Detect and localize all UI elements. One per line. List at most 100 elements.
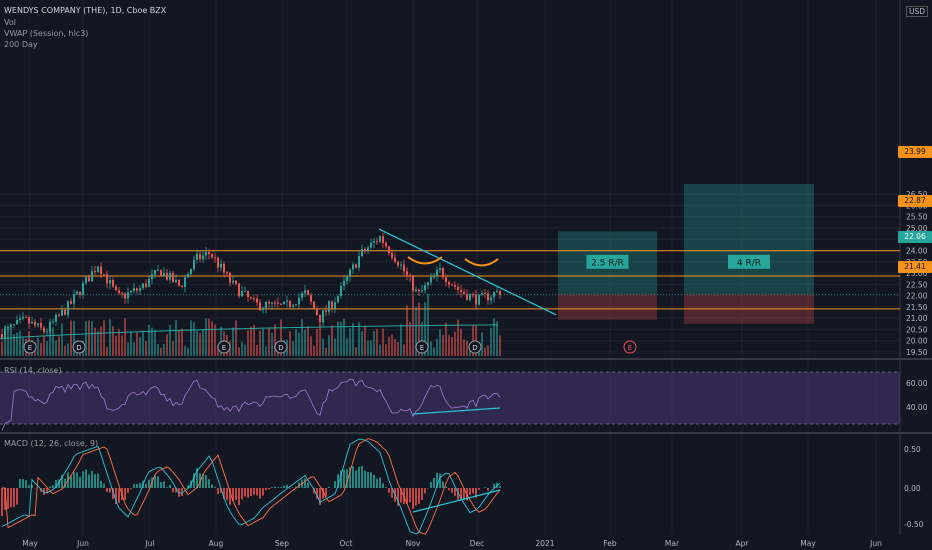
event-marker-label: D [76, 344, 81, 352]
candle-body [427, 282, 429, 286]
candle-body [250, 297, 252, 299]
candle-body [199, 253, 201, 260]
macd-histogram-bar [280, 487, 282, 488]
candle-body [145, 283, 147, 287]
macd-histogram-bar [316, 488, 318, 499]
macd-histogram-bar [97, 473, 99, 488]
candle-body [442, 268, 444, 278]
candle-body [394, 257, 396, 262]
macd-legend[interactable]: MACD (12, 26, close, 9) [4, 439, 99, 448]
candle-body [88, 277, 90, 282]
time-tick: Aug [209, 539, 224, 548]
volume-bar [55, 340, 57, 356]
candle-body [316, 308, 318, 315]
vwap-legend[interactable]: VWAP (Session, hlc3) [4, 29, 89, 38]
volume-bar [406, 305, 408, 356]
candle-body [124, 293, 126, 299]
candle-body [496, 291, 498, 293]
macd-histogram-bar [307, 482, 309, 488]
macd-histogram-bar [223, 488, 225, 500]
macd-histogram-bar [340, 470, 342, 488]
macd-histogram-bar [82, 471, 84, 488]
candle-body [217, 257, 219, 268]
price-tick: 26.50 [906, 190, 928, 199]
candle-body [139, 288, 141, 291]
time-tick: Nov [406, 539, 421, 548]
macd-histogram-bar [13, 488, 15, 508]
macd-histogram-bar [46, 488, 48, 494]
macd-histogram-bar [64, 478, 66, 488]
macd-histogram-bar [289, 488, 291, 489]
macd-histogram-bar [400, 488, 402, 503]
volume-bar [91, 320, 93, 356]
macd-histogram-bar [370, 472, 372, 488]
symbol-title[interactable]: WENDYS COMPANY (THE), 1D, Cboe BZX [4, 6, 167, 15]
candle-body [25, 316, 27, 318]
volume-legend[interactable]: Vol [4, 18, 16, 27]
candle-body [175, 279, 177, 283]
macd-histogram-bar [349, 467, 351, 488]
candle-body [160, 270, 162, 277]
currency-badge[interactable]: USD [905, 6, 928, 17]
macd-histogram-bar [136, 483, 138, 488]
candle-body [484, 293, 486, 295]
volume-bar [37, 337, 39, 356]
trend-drawings[interactable] [378, 228, 557, 316]
macd-histogram-bar [49, 486, 51, 488]
volume-bar [46, 341, 48, 356]
event-marker-label: D [472, 344, 477, 352]
candle-body [367, 247, 369, 251]
candle-body [22, 316, 24, 319]
macd-histogram-bar [256, 488, 258, 496]
loss-zone [558, 294, 657, 320]
ma-200-line [0, 324, 499, 339]
candle-body [172, 273, 174, 283]
volume-bar [196, 330, 198, 356]
time-tick: Sep [275, 539, 289, 548]
macd-histogram-bar [133, 484, 135, 488]
descending-trendline [378, 228, 557, 316]
macd-histogram-bar [472, 488, 474, 494]
horizontal-levels[interactable] [0, 250, 900, 310]
macd-histogram-bar [409, 488, 411, 503]
candle-body [214, 257, 216, 259]
candle-body [271, 302, 273, 304]
volume-bar [115, 335, 117, 356]
rsi-legend[interactable]: RSI (14, close) [4, 366, 62, 375]
candle-body [229, 272, 231, 283]
candle-body [97, 266, 99, 272]
volume-bar [304, 329, 306, 356]
volume-bar [325, 347, 327, 356]
volume-bar [307, 326, 309, 356]
macd-histogram-bar [304, 478, 306, 488]
macd-histogram-bar [115, 488, 117, 505]
macd-histogram-bar [22, 479, 24, 488]
candle-body [385, 242, 387, 247]
volume-bar [142, 331, 144, 356]
candle-body [301, 293, 303, 298]
volume-bar [166, 334, 168, 356]
ma-legend[interactable]: 200 Day [4, 40, 38, 49]
volume-bar [163, 343, 165, 356]
macd-histogram-bar [382, 483, 384, 488]
volume-bar [172, 341, 174, 356]
candle-body [196, 253, 198, 260]
macd-histogram-bar [1, 488, 3, 517]
macd-histogram-bar [106, 488, 108, 492]
candle-body [493, 292, 495, 298]
candle-body [190, 268, 192, 275]
macd-histogram-bar [61, 474, 63, 488]
candle-body [94, 271, 96, 273]
macd-histogram-bar [268, 488, 270, 490]
volume-bar [67, 343, 69, 356]
volume-bar [421, 322, 423, 356]
candle-body [232, 280, 234, 283]
candle-body [292, 305, 294, 307]
price-tick: 20.00 [906, 337, 928, 346]
macd-histogram-bar [160, 481, 162, 488]
candle-body [208, 252, 210, 254]
volume-bar [409, 321, 411, 356]
macd-pane [1, 438, 501, 535]
